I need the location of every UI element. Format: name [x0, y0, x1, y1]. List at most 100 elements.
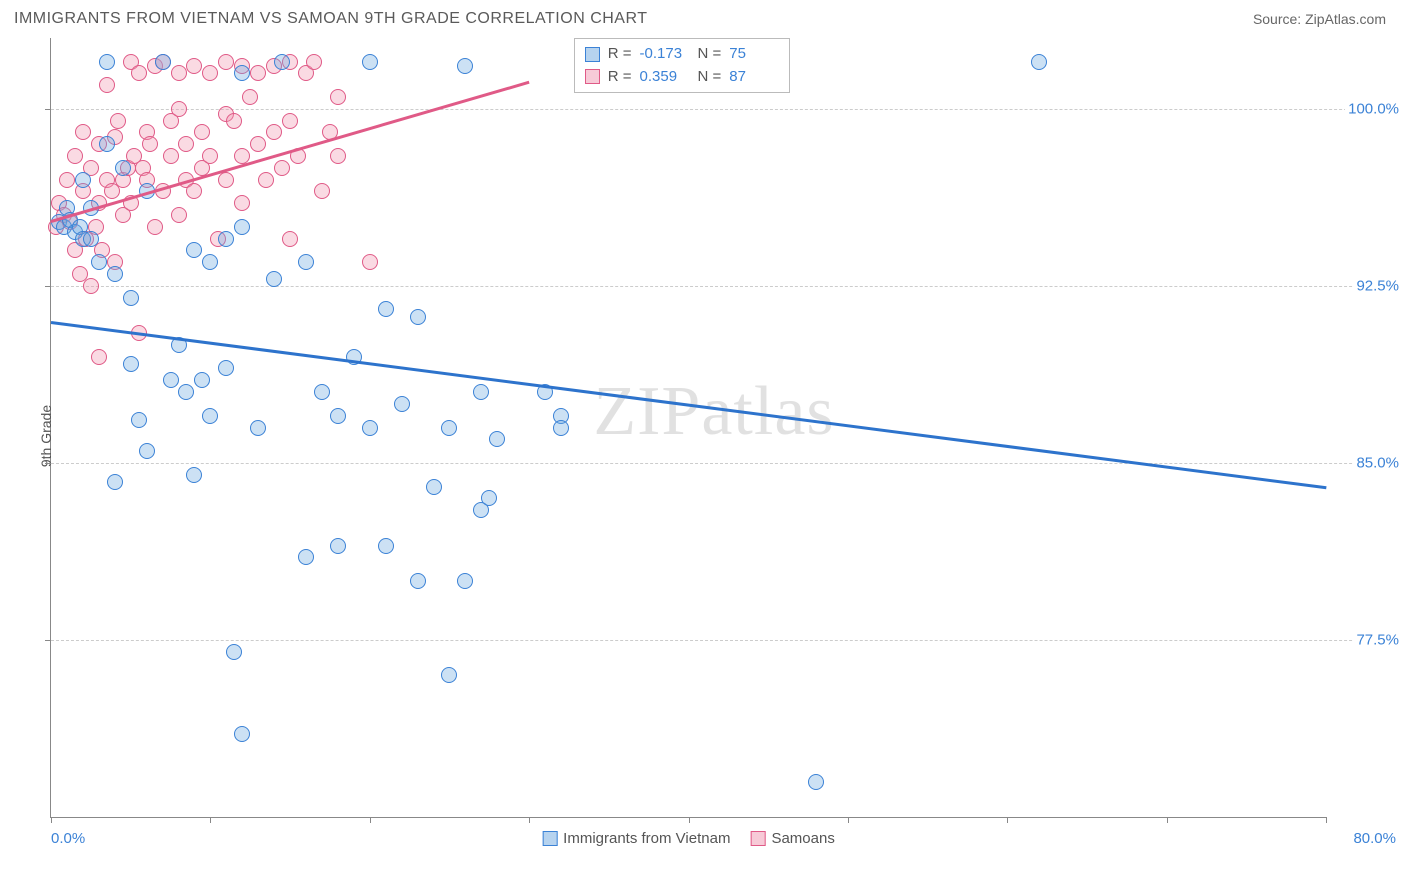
scatter-point — [123, 290, 139, 306]
gridline — [51, 109, 1402, 110]
x-tick — [210, 817, 211, 823]
scatter-point — [314, 384, 330, 400]
scatter-point — [178, 384, 194, 400]
scatter-point — [67, 148, 83, 164]
y-axis-title: 9th Grade — [38, 404, 54, 466]
scatter-point — [202, 254, 218, 270]
scatter-point — [410, 309, 426, 325]
y-tick-label: 85.0% — [1353, 453, 1402, 472]
scatter-point — [394, 396, 410, 412]
y-tick-label: 77.5% — [1353, 630, 1402, 649]
scatter-point — [186, 467, 202, 483]
scatter-point — [115, 160, 131, 176]
scatter-point — [178, 136, 194, 152]
scatter-point — [75, 172, 91, 188]
scatter-point — [250, 420, 266, 436]
x-axis-max-label: 80.0% — [1353, 830, 1396, 847]
scatter-point — [147, 219, 163, 235]
scatter-point — [481, 490, 497, 506]
trendline — [51, 81, 530, 223]
scatter-point — [202, 148, 218, 164]
scatter-point — [362, 254, 378, 270]
watermark: ZIPatlas — [593, 372, 834, 452]
scatter-point — [330, 148, 346, 164]
scatter-point — [362, 420, 378, 436]
y-tick — [45, 109, 51, 110]
trendline — [51, 321, 1326, 489]
scatter-point — [163, 148, 179, 164]
scatter-point — [457, 573, 473, 589]
scatter-point — [314, 183, 330, 199]
swatch-icon — [542, 831, 557, 846]
scatter-point — [171, 101, 187, 117]
x-tick — [1167, 817, 1168, 823]
y-tick — [45, 286, 51, 287]
scatter-point — [274, 160, 290, 176]
scatter-point — [457, 58, 473, 74]
x-tick — [1326, 817, 1327, 823]
scatter-point — [131, 412, 147, 428]
scatter-point — [330, 408, 346, 424]
x-tick — [689, 817, 690, 823]
scatter-point — [266, 271, 282, 287]
scatter-chart: 9th Grade 0.0% 80.0% ZIPatlas R = -0.173… — [50, 38, 1326, 818]
scatter-point — [274, 54, 290, 70]
scatter-point — [131, 65, 147, 81]
scatter-point — [218, 231, 234, 247]
scatter-point — [99, 77, 115, 93]
gridline — [51, 286, 1402, 287]
scatter-point — [282, 231, 298, 247]
scatter-point — [234, 65, 250, 81]
legend-item: Samoans — [750, 830, 834, 847]
scatter-point — [75, 124, 91, 140]
scatter-point — [91, 254, 107, 270]
swatch-icon — [585, 47, 600, 62]
scatter-point — [202, 408, 218, 424]
scatter-point — [258, 172, 274, 188]
stats-row: R = -0.173 N = 75 — [585, 43, 780, 66]
correlation-stats-box: R = -0.173 N = 75 R = 0.359 N = 87 — [574, 38, 791, 93]
scatter-point — [110, 113, 126, 129]
x-tick — [51, 817, 52, 823]
scatter-point — [59, 172, 75, 188]
legend-label: Immigrants from Vietnam — [563, 830, 730, 847]
scatter-point — [282, 113, 298, 129]
gridline — [51, 640, 1402, 641]
scatter-point — [99, 54, 115, 70]
scatter-point — [163, 372, 179, 388]
scatter-point — [1031, 54, 1047, 70]
scatter-point — [553, 420, 569, 436]
y-tick-label: 100.0% — [1345, 99, 1402, 118]
scatter-point — [202, 65, 218, 81]
scatter-point — [378, 538, 394, 554]
scatter-point — [410, 573, 426, 589]
scatter-point — [218, 172, 234, 188]
scatter-point — [171, 207, 187, 223]
scatter-point — [362, 54, 378, 70]
x-tick — [370, 817, 371, 823]
scatter-point — [226, 644, 242, 660]
scatter-point — [218, 360, 234, 376]
scatter-point — [194, 372, 210, 388]
source-attribution: Source: ZipAtlas.com — [1253, 11, 1386, 27]
stats-row: R = 0.359 N = 87 — [585, 66, 780, 89]
scatter-point — [441, 667, 457, 683]
scatter-point — [441, 420, 457, 436]
scatter-point — [250, 65, 266, 81]
scatter-point — [91, 349, 107, 365]
scatter-point — [330, 89, 346, 105]
scatter-point — [107, 266, 123, 282]
scatter-point — [83, 278, 99, 294]
scatter-point — [378, 301, 394, 317]
y-tick-label: 92.5% — [1353, 276, 1402, 295]
scatter-point — [808, 774, 824, 790]
scatter-point — [426, 479, 442, 495]
scatter-point — [489, 431, 505, 447]
swatch-icon — [585, 69, 600, 84]
scatter-point — [186, 58, 202, 74]
legend-label: Samoans — [771, 830, 834, 847]
scatter-point — [242, 89, 258, 105]
scatter-point — [99, 136, 115, 152]
gridline — [51, 463, 1402, 464]
scatter-point — [330, 538, 346, 554]
